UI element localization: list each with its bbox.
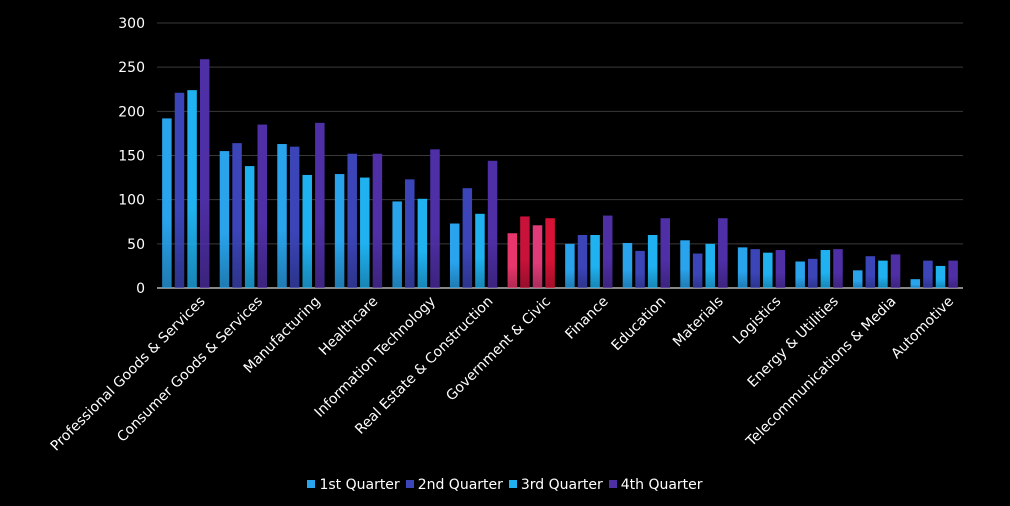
legend-swatch	[405, 480, 414, 488]
bars	[162, 59, 958, 289]
x-tick-label: Materials	[670, 294, 727, 351]
bar	[647, 235, 658, 288]
bar	[162, 118, 172, 289]
legend-swatch	[608, 480, 617, 488]
legend-label: 3rd Quarter	[520, 477, 603, 493]
bar	[430, 149, 440, 288]
legend-entry: 3rd Quarter	[508, 477, 603, 493]
bar	[878, 260, 888, 288]
legend-swatch	[307, 480, 316, 488]
bar	[199, 59, 210, 288]
bar	[507, 233, 518, 288]
legend-entry: 4th Quarter	[608, 477, 703, 493]
bar	[187, 90, 197, 288]
y-tick-label: 150	[118, 149, 145, 165]
bar	[360, 177, 370, 288]
bar	[289, 146, 300, 288]
bar	[475, 213, 485, 288]
y-tick-label: 0	[136, 281, 145, 297]
bar	[935, 265, 946, 288]
bar	[392, 201, 402, 288]
bar	[852, 270, 863, 288]
bar	[820, 250, 831, 288]
y-axis: 0 50 100 150 200 250 300	[118, 16, 145, 297]
legend: 1st Quarter 2nd Quarter 3rd Quarter 4th Qua…	[0, 477, 1010, 493]
bar	[565, 243, 575, 288]
bar	[174, 92, 185, 288]
bar	[718, 218, 728, 288]
bar	[948, 260, 958, 288]
bar	[449, 223, 460, 288]
x-tick-label: Automotive	[888, 294, 957, 363]
legend-label: 4th Quarter	[620, 477, 703, 493]
bar	[775, 250, 786, 288]
bar	[750, 249, 760, 288]
x-tick-label: Logistics	[730, 294, 784, 348]
bar	[890, 254, 901, 288]
bar	[602, 215, 613, 288]
y-tick-label: 300	[118, 16, 145, 32]
bar	[795, 261, 805, 288]
x-tick-label: Government & Civic	[443, 294, 554, 405]
bar	[334, 174, 345, 288]
bar	[302, 174, 312, 288]
bar	[910, 279, 921, 288]
bar	[692, 253, 703, 288]
legend-label: 1st Quarter	[319, 477, 400, 493]
bar	[680, 240, 690, 288]
bar	[532, 225, 543, 288]
x-tick-label: Information Technology	[312, 294, 439, 421]
bar	[372, 153, 383, 288]
bar	[705, 243, 715, 288]
bar	[462, 188, 473, 288]
bar	[763, 252, 773, 288]
y-tick-label: 50	[127, 237, 145, 253]
bar	[347, 153, 357, 288]
bar	[219, 151, 230, 288]
bar	[808, 258, 818, 288]
legend-entry: 2nd Quarter	[405, 477, 503, 493]
bar	[865, 256, 876, 288]
x-tick-label: Education	[609, 294, 670, 355]
legend-entry: 1st Quarter	[307, 477, 400, 493]
bar	[622, 242, 633, 288]
bar	[635, 250, 645, 288]
y-tick-label: 250	[118, 60, 145, 76]
bar	[315, 122, 325, 288]
bar	[737, 247, 748, 288]
legend-swatch	[508, 480, 517, 488]
bar	[833, 249, 843, 288]
bar	[923, 260, 933, 288]
bar	[277, 144, 287, 288]
bar	[545, 218, 555, 288]
y-tick-label: 200	[118, 104, 145, 120]
y-tick-label: 100	[118, 193, 145, 209]
bar	[417, 198, 428, 288]
bar	[660, 218, 671, 288]
bar	[405, 179, 415, 288]
x-tick-label: Finance	[562, 294, 611, 343]
bar	[257, 124, 268, 288]
bar	[244, 166, 255, 288]
legend-label: 2nd Quarter	[417, 477, 503, 493]
bar	[577, 235, 588, 288]
bar	[487, 160, 498, 288]
bar	[520, 216, 530, 288]
bar	[590, 235, 600, 288]
bar	[232, 143, 242, 288]
